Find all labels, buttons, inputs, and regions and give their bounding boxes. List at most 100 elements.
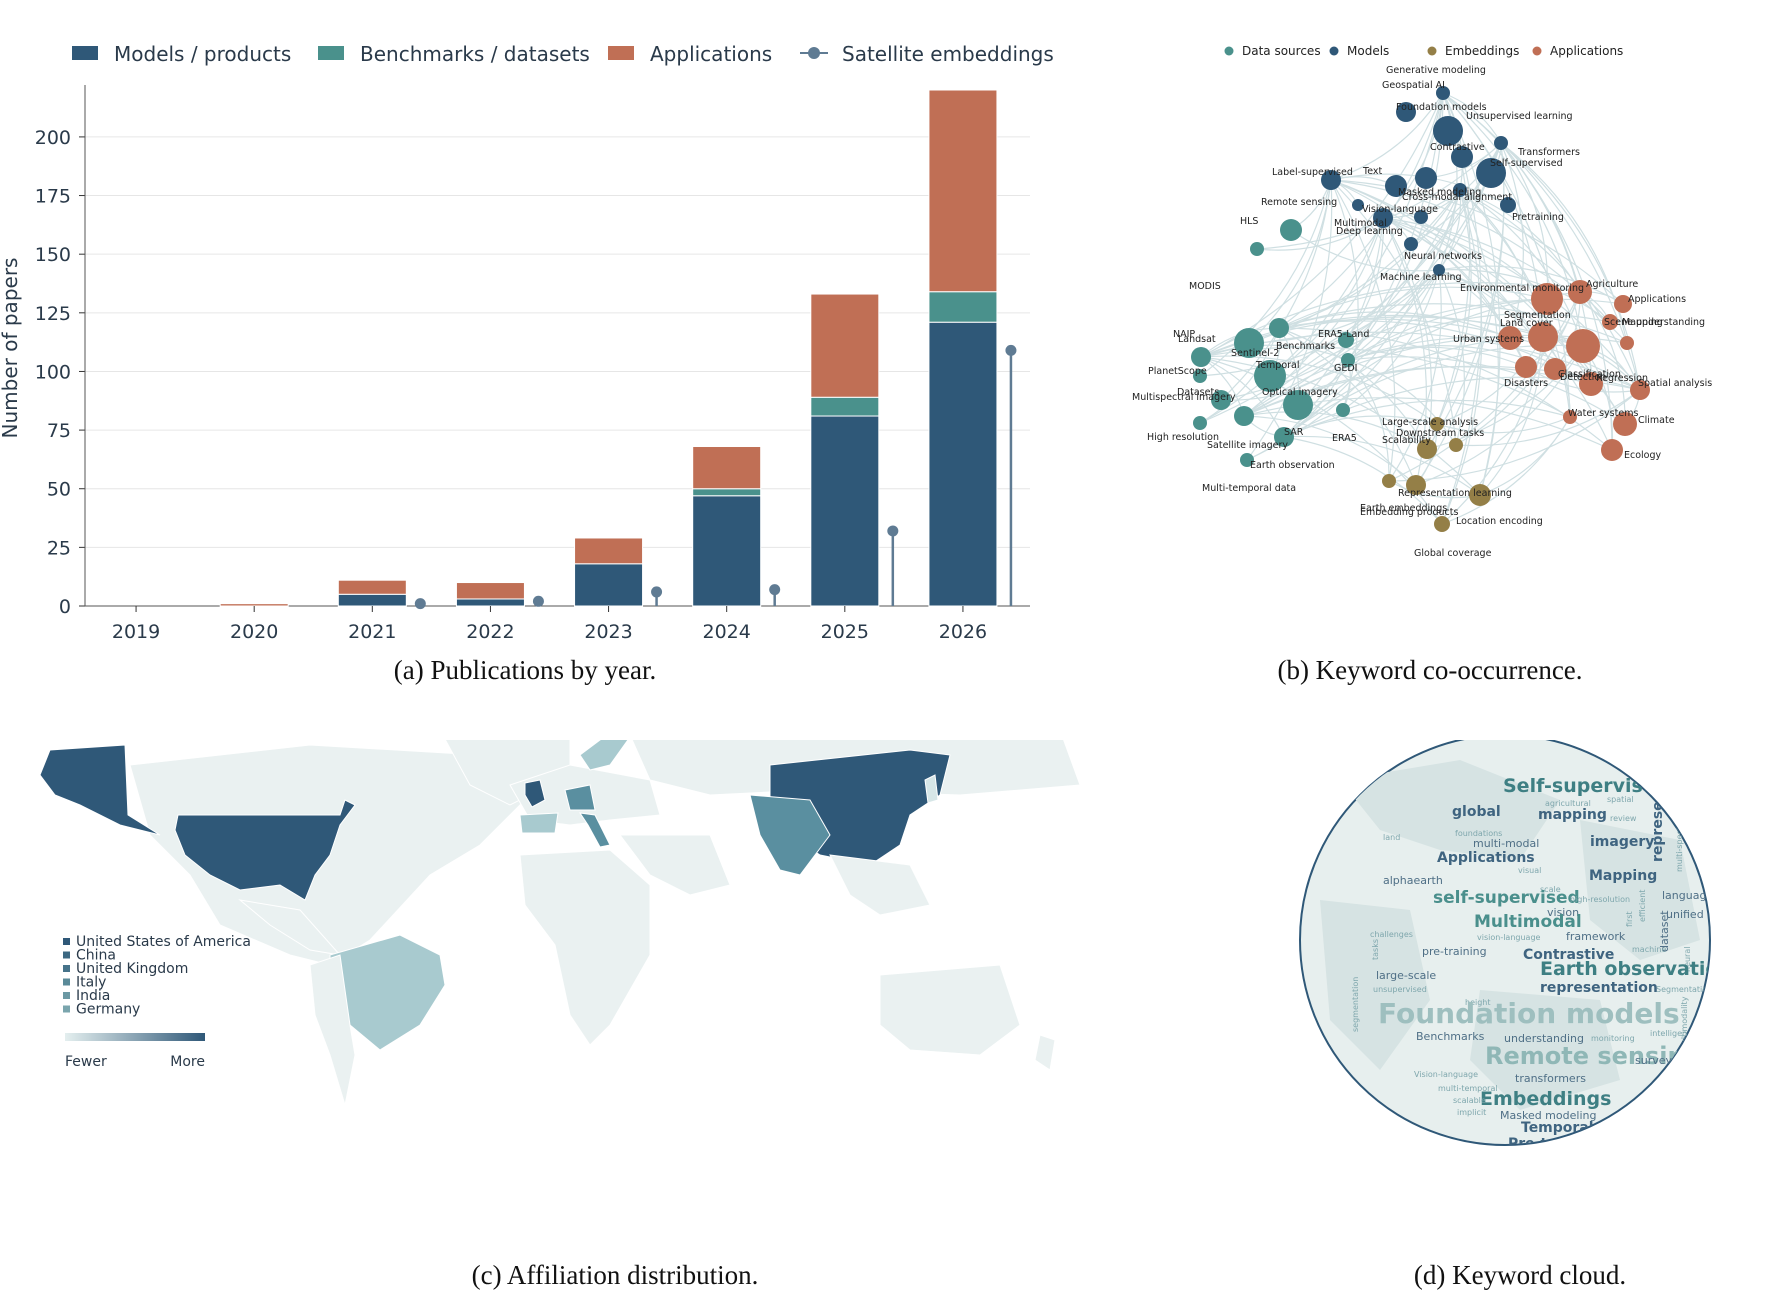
caption-a: (a) Publications by year. bbox=[393, 655, 657, 685]
network-edge bbox=[1347, 359, 1457, 446]
network-edge bbox=[1199, 217, 1384, 424]
cloud-word: language bbox=[1662, 889, 1713, 902]
country-japan bbox=[924, 774, 939, 804]
node-label: Ecology bbox=[1624, 450, 1662, 461]
map-legend-swatch bbox=[63, 965, 70, 972]
caption-c: (c) Affiliation distribution. bbox=[471, 1260, 759, 1290]
network-edge bbox=[1243, 411, 1428, 450]
node-era5-land bbox=[1338, 332, 1354, 348]
node-label: Generative modeling bbox=[1386, 65, 1486, 76]
network-edge bbox=[1283, 435, 1481, 496]
land-australia bbox=[879, 964, 1021, 1056]
node-label: Landsat bbox=[1178, 334, 1216, 345]
cloud-word: Mapping bbox=[1589, 868, 1657, 884]
network-edge bbox=[1500, 142, 1641, 391]
node-optical-imagery bbox=[1283, 390, 1313, 420]
y-tick-label: 25 bbox=[47, 537, 71, 559]
bar-2026-series-1 bbox=[928, 291, 998, 323]
node-label: Applications bbox=[1628, 294, 1686, 305]
network-edge bbox=[1479, 336, 1544, 496]
network-edge bbox=[1283, 399, 1571, 438]
node-label: Sentinel-2 bbox=[1231, 348, 1279, 359]
bar-2024-series-0 bbox=[692, 495, 762, 607]
y-tick-label: 175 bbox=[35, 186, 71, 208]
cloud-word: representations bbox=[1650, 740, 1666, 862]
node-gedi bbox=[1341, 353, 1355, 367]
cloud-word: height bbox=[1465, 998, 1491, 1007]
network-edge bbox=[1199, 142, 1502, 424]
bar-2021-series-0 bbox=[337, 593, 407, 607]
bar-2026-series-0 bbox=[928, 321, 998, 607]
y-axis-label: Number of papers bbox=[0, 258, 22, 439]
cloud-word: multimodality bbox=[1680, 996, 1689, 1052]
cloud-word: Multimodal bbox=[1474, 912, 1582, 932]
cloud-word: mapping bbox=[1538, 807, 1607, 823]
node-label: Contrastive bbox=[1430, 142, 1485, 153]
cloud-word: Embeddings bbox=[1480, 1088, 1611, 1110]
node-applications bbox=[1614, 295, 1632, 313]
panel-keyword-cloud: Self-supervised spatial agricultural global… bbox=[1260, 734, 1772, 1300]
node-label: Geospatial AI bbox=[1382, 80, 1445, 91]
net-legend-label: Data sources bbox=[1242, 44, 1321, 58]
map-legend-label: India bbox=[76, 988, 110, 1004]
node-label: Scene understanding bbox=[1604, 317, 1705, 328]
node-label: Regression bbox=[1596, 373, 1648, 384]
x-tick-label: 2025 bbox=[821, 621, 869, 640]
node-hls bbox=[1280, 219, 1302, 241]
node-label: Self-supervised bbox=[1490, 158, 1563, 169]
x-tick-label: 2020 bbox=[230, 621, 278, 640]
cloud-word: challenges bbox=[1370, 930, 1413, 939]
node-label-supervised bbox=[1321, 170, 1341, 190]
node-label: Datasets bbox=[1177, 387, 1219, 398]
node-label: Spatial analysis bbox=[1638, 378, 1712, 389]
y-tick-label: 0 bbox=[59, 596, 71, 618]
cloud-word: understanding bbox=[1504, 1032, 1584, 1045]
network-edge bbox=[1330, 92, 1444, 181]
cloud-word: survey bbox=[1635, 1054, 1673, 1067]
legend-swatch-0 bbox=[72, 46, 98, 60]
node-label: ERA5-Land bbox=[1318, 329, 1369, 340]
network-edge bbox=[1220, 269, 1440, 401]
cloud-word: foundations bbox=[1455, 829, 1502, 838]
net-legend-label: Models bbox=[1347, 44, 1389, 58]
node-label: Pretraining bbox=[1512, 212, 1564, 223]
node-neural-networks bbox=[1404, 237, 1418, 251]
network-edge bbox=[1345, 217, 1384, 341]
node-embedding-products bbox=[1406, 475, 1426, 495]
node-unsupervised-learning bbox=[1433, 116, 1463, 146]
node-text bbox=[1385, 175, 1407, 197]
node-downstream-tasks bbox=[1449, 438, 1463, 452]
node-representation-learning bbox=[1469, 484, 1491, 506]
node-detection bbox=[1579, 372, 1603, 396]
lollipop-dot-2024 bbox=[769, 584, 781, 596]
chart-legend: Models / products Benchmarks / datasets Ap… bbox=[72, 42, 1054, 66]
cloud-word: Remote sensing bbox=[1485, 1042, 1702, 1070]
node-label: Segmentation bbox=[1504, 310, 1571, 321]
network-edge bbox=[1347, 346, 1527, 368]
node-climate bbox=[1613, 412, 1637, 436]
cloud-word: spatial bbox=[1607, 795, 1634, 804]
node-label: Optical imagery bbox=[1262, 387, 1338, 398]
network-edge bbox=[1442, 92, 1571, 418]
y-tick-label: 200 bbox=[35, 127, 71, 149]
cloud-word: Earth observation bbox=[1540, 958, 1732, 980]
network-edge bbox=[1415, 142, 1505, 486]
node-label: Environmental monitoring bbox=[1460, 283, 1584, 294]
cloud-word: Benchmarks bbox=[1416, 1030, 1485, 1043]
network-edge bbox=[1347, 312, 1611, 361]
node-ecology bbox=[1601, 439, 1623, 461]
x-tick-label: 2026 bbox=[939, 621, 987, 640]
node-label: High resolution bbox=[1147, 432, 1219, 443]
node-remote-sensing bbox=[1352, 199, 1364, 211]
node-label: Unsupervised learning bbox=[1466, 111, 1573, 122]
node-cross-modal-alignment bbox=[1453, 183, 1467, 197]
node-label: GEDI bbox=[1334, 363, 1357, 374]
y-tick-label: 50 bbox=[47, 479, 71, 501]
bar-2023-series-2 bbox=[574, 537, 644, 565]
y-tick-label: 150 bbox=[35, 244, 71, 266]
bar-2023-series-0 bbox=[574, 563, 644, 607]
node-pretraining bbox=[1500, 197, 1516, 213]
network-nodes bbox=[1191, 86, 1650, 532]
